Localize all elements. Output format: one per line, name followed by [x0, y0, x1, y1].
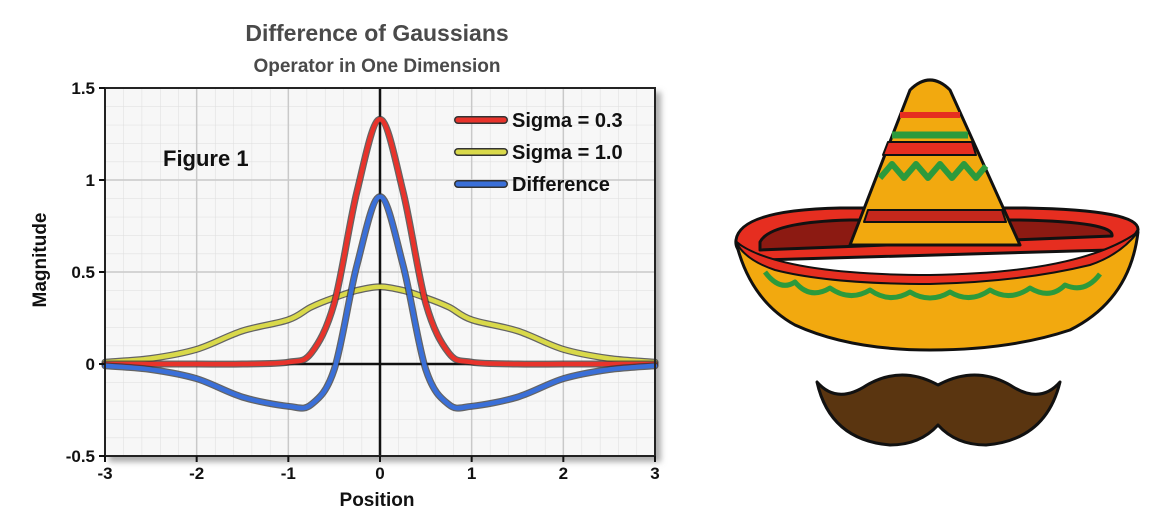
legend-label-difference: Difference: [512, 174, 610, 196]
brim-green-scallop: [763, 270, 1102, 301]
crown-zigzag: [877, 161, 989, 181]
y-tick-label: 0: [86, 355, 95, 374]
x-tick-label: 1: [467, 464, 476, 483]
crown-band-red: [882, 141, 977, 156]
series-group: [101, 115, 659, 412]
x-tick-label: 3: [650, 464, 659, 483]
crown-band-2: [863, 209, 1007, 223]
x-tick-label: 2: [559, 464, 568, 483]
legend-label-sigma-0-3: Sigma = 0.3: [512, 110, 623, 132]
mustache-shape: [815, 373, 1062, 447]
series-line-difference: [102, 194, 658, 411]
y-tick-label: 1: [86, 171, 95, 190]
chart-title: Difference of Gaussians: [245, 20, 508, 46]
x-tick-label: -2: [189, 464, 204, 483]
x-tick-label: -3: [97, 464, 112, 483]
y-tick-labels: 1.5 1 0.5 0 -0.5: [66, 79, 105, 466]
series-line-sigma-1-0: [102, 284, 658, 365]
y-tick-label: -0.5: [66, 447, 95, 466]
x-tick-label: 0: [375, 464, 384, 483]
x-tick-label: -1: [281, 464, 296, 483]
series-line-sigma-0-3: [102, 117, 658, 367]
dog-chart: Difference of Gaussians Operator in One …: [30, 20, 660, 511]
plot-area: [101, 87, 659, 457]
legend-label-sigma-1-0: Sigma = 1.0: [512, 142, 623, 164]
figure-annotation: Figure 1: [163, 146, 249, 171]
sombrero-crown: [848, 78, 1022, 247]
chart-subtitle: Operator in One Dimension: [253, 56, 500, 77]
legend: Sigma = 0.3 Sigma = 1.0 Difference: [454, 110, 623, 196]
y-axis-label: Magnitude: [30, 213, 51, 308]
sombrero-icon: [734, 78, 1140, 352]
brim-red-band: [735, 231, 1139, 285]
y-tick-label: 1.5: [71, 79, 95, 98]
y-tick-label: 0.5: [71, 263, 95, 282]
x-tick-labels: -3 -2 -1 0 1 2 3: [97, 456, 660, 483]
mustache-icon: [815, 373, 1062, 447]
x-axis-label: Position: [340, 490, 415, 511]
sombrero-illustration: [734, 78, 1140, 447]
